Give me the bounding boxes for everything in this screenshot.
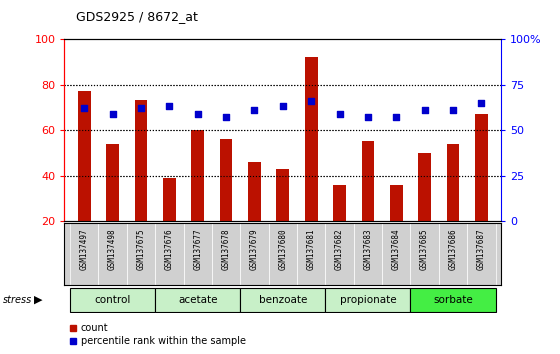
- Bar: [155, 223, 184, 285]
- Point: [250, 107, 259, 113]
- Text: GSM137680: GSM137680: [278, 228, 287, 270]
- Bar: [325, 223, 354, 285]
- Point: [477, 100, 486, 105]
- Text: GSM137675: GSM137675: [137, 228, 146, 270]
- Bar: [163, 178, 176, 221]
- Text: GSM137498: GSM137498: [108, 228, 117, 270]
- Bar: [106, 144, 119, 221]
- Text: GSM137497: GSM137497: [80, 228, 88, 270]
- Bar: [297, 223, 325, 285]
- Text: GSM137683: GSM137683: [363, 228, 372, 270]
- Point: [165, 104, 174, 109]
- Bar: [277, 169, 289, 221]
- Point: [137, 105, 146, 111]
- Text: GSM137684: GSM137684: [392, 228, 401, 270]
- Text: sorbate: sorbate: [433, 295, 473, 305]
- FancyBboxPatch shape: [155, 288, 240, 312]
- Bar: [99, 223, 127, 285]
- Bar: [220, 139, 232, 221]
- FancyBboxPatch shape: [240, 288, 325, 312]
- Point: [80, 105, 88, 111]
- Bar: [240, 223, 269, 285]
- Text: ▶: ▶: [34, 295, 43, 305]
- Point: [363, 114, 372, 120]
- Bar: [354, 223, 382, 285]
- Point: [449, 107, 458, 113]
- Bar: [447, 144, 459, 221]
- Bar: [127, 223, 155, 285]
- Text: GSM137677: GSM137677: [193, 228, 202, 270]
- Text: stress: stress: [3, 295, 32, 305]
- Bar: [410, 223, 439, 285]
- Point: [392, 114, 401, 120]
- Legend: count, percentile rank within the sample: count, percentile rank within the sample: [69, 324, 246, 346]
- Bar: [418, 153, 431, 221]
- Bar: [467, 223, 496, 285]
- Bar: [439, 223, 467, 285]
- Point: [222, 114, 231, 120]
- Bar: [212, 223, 240, 285]
- Point: [108, 111, 117, 116]
- Text: benzoate: benzoate: [259, 295, 307, 305]
- Text: GSM137682: GSM137682: [335, 228, 344, 270]
- Bar: [305, 57, 318, 221]
- Text: acetate: acetate: [178, 295, 217, 305]
- Text: GSM137678: GSM137678: [222, 228, 231, 270]
- Bar: [78, 91, 91, 221]
- Text: propionate: propionate: [339, 295, 396, 305]
- Text: GSM137676: GSM137676: [165, 228, 174, 270]
- Point: [193, 111, 202, 116]
- Text: GSM137685: GSM137685: [420, 228, 429, 270]
- Text: GDS2925 / 8672_at: GDS2925 / 8672_at: [76, 10, 198, 23]
- Bar: [134, 101, 147, 221]
- Bar: [248, 162, 261, 221]
- Bar: [475, 114, 488, 221]
- Bar: [362, 142, 374, 221]
- Point: [307, 98, 316, 104]
- Bar: [382, 223, 410, 285]
- Text: GSM137681: GSM137681: [307, 228, 316, 270]
- Point: [420, 107, 429, 113]
- Text: GSM137679: GSM137679: [250, 228, 259, 270]
- Point: [335, 111, 344, 116]
- Bar: [269, 223, 297, 285]
- Text: control: control: [95, 295, 131, 305]
- FancyBboxPatch shape: [325, 288, 410, 312]
- Bar: [70, 223, 99, 285]
- Bar: [390, 185, 403, 221]
- Bar: [184, 223, 212, 285]
- FancyBboxPatch shape: [70, 288, 155, 312]
- Text: GSM137687: GSM137687: [477, 228, 486, 270]
- Point: [278, 104, 287, 109]
- Bar: [333, 185, 346, 221]
- Text: GSM137686: GSM137686: [449, 228, 458, 270]
- FancyBboxPatch shape: [410, 288, 496, 312]
- Bar: [192, 130, 204, 221]
